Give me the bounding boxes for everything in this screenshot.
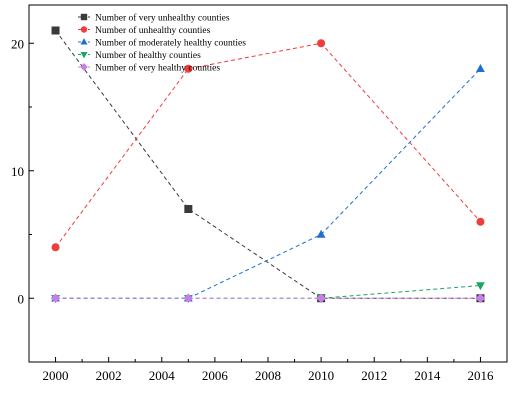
legend-label-5: Number of very healthy counties xyxy=(95,63,220,74)
series-markers xyxy=(50,26,486,304)
data-point-series-3 xyxy=(476,63,485,72)
data-point-series-4 xyxy=(476,282,485,291)
data-point-series-2 xyxy=(184,64,193,73)
x-tick-label: 2016 xyxy=(467,368,494,383)
y-tick-label: 0 xyxy=(18,291,25,306)
legend-marker-5 xyxy=(80,63,88,71)
data-point-series-1 xyxy=(184,205,193,213)
data-point-series-5 xyxy=(475,293,486,304)
data-point-series-5 xyxy=(183,293,194,304)
data-point-series-2 xyxy=(51,243,60,252)
data-point-series-2 xyxy=(476,217,485,226)
x-tick-label: 2014 xyxy=(414,368,441,383)
y-tick-label: 20 xyxy=(11,36,24,51)
legend-marker-3 xyxy=(80,38,88,45)
series-line-3 xyxy=(55,68,481,299)
legend-marker-1 xyxy=(80,13,88,21)
x-tick-label: 2006 xyxy=(202,368,229,383)
series-line-4 xyxy=(55,285,481,299)
data-point-series-5 xyxy=(50,293,61,304)
legend-marker-2 xyxy=(80,26,88,33)
x-tick-label: 2010 xyxy=(308,368,334,383)
x-tick-label: 2004 xyxy=(149,368,176,383)
legend-label-2: Number of unhealthy counties xyxy=(95,25,211,36)
data-point-series-2 xyxy=(317,39,326,48)
data-point-series-5 xyxy=(316,293,326,304)
data-point-series-1 xyxy=(51,26,60,35)
x-tick-label: 2012 xyxy=(361,368,387,383)
series-lines xyxy=(55,30,481,299)
legend-label-3: Number of moderately healthy counties xyxy=(95,38,246,49)
x-tick-label: 2002 xyxy=(96,368,122,383)
x-tick-label: 2008 xyxy=(255,368,281,383)
series-line-2 xyxy=(55,42,481,248)
legend-label-4: Number of healthy counties xyxy=(95,50,201,61)
legend-marker-4 xyxy=(80,51,88,59)
legend: Number of very unhealthy countiesNumber … xyxy=(78,13,246,74)
data-point-series-3 xyxy=(316,229,326,238)
y-tick-label: 10 xyxy=(11,164,24,179)
axes: 2000 2002 2004 2006 2008 2010 2012 2014 2016 0 10 2… xyxy=(11,36,494,383)
x-tick-label: 2000 xyxy=(43,368,69,383)
legend-label-1: Number of very unhealthy counties xyxy=(95,13,230,24)
